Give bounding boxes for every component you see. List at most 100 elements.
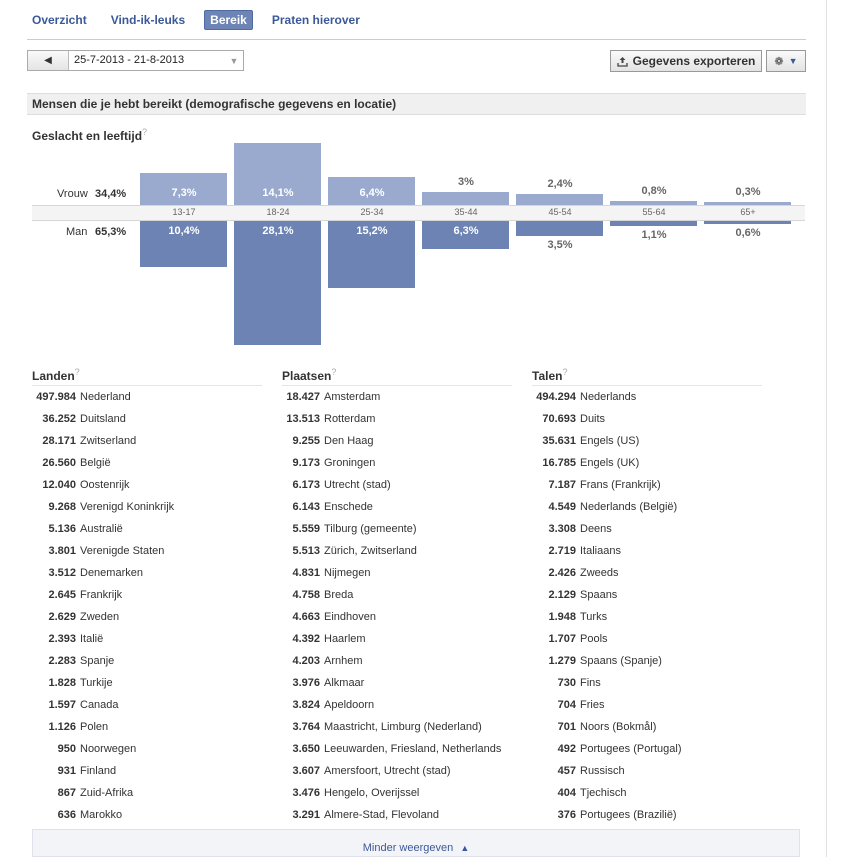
page-right-border [826,0,827,857]
list-item: 2.629 Zweden [32,611,119,623]
list-item-count: 3.607 [292,765,320,777]
list-item: 701 Noors (Bokmål) [532,721,657,733]
list-title-talen: Talen? [532,367,567,383]
list-item-name: Zweden [80,611,120,623]
list-title-landen: Landen? [32,367,80,383]
list-item: 3.476 Hengelo, Overijssel [282,787,419,799]
list-item: 3.824 Apeldoorn [282,699,374,711]
list-item-name: Canada [80,699,119,711]
list-item-name: Tjechisch [580,787,627,799]
list-item-name: Denemarken [80,567,143,579]
list-item-name: Utrecht (stad) [324,479,391,491]
list-item-count: 730 [557,677,576,689]
list-item-name: Leeuwarden, Friesland, Netherlands [324,743,502,755]
bar-female-45-54 [516,194,603,205]
list-item-name: Zürich, Zwitserland [324,545,417,557]
list-item-count: 1.948 [548,611,576,623]
list-item: 1.279 Spaans (Spanje) [532,655,662,667]
export-data-button[interactable]: Gegevens exporteren [610,50,762,72]
female-label: Vrouw [57,188,88,200]
value-male-45-54: 3,5% [547,239,573,252]
list-item-count: 2.129 [548,589,576,601]
list-item: 2.129 Spaans [532,589,617,601]
list-item: 1.126 Polen [32,721,108,733]
age-label-55-64: 55-64 [642,207,666,217]
list-item: 9.255 Den Haag [282,435,373,447]
list-item-name: Breda [324,589,354,601]
value-female-35-44: 3% [458,175,474,188]
list-item-name: Nijmegen [324,567,371,579]
list-item: 4.392 Haarlem [282,633,365,645]
chart-title-text: Geslacht en leeftijd [32,129,143,143]
list-item-name: Duits [580,413,606,425]
list-item-count: 70.693 [542,413,576,425]
list-item-name: Zwitserland [80,435,137,447]
list-item-name: Russisch [580,765,625,777]
list-item: 2.393 Italië [32,633,103,645]
date-range-picker[interactable]: ◀ 25-7-2013 - 21-8-2013 ▼ [27,50,244,71]
list-item: 3.764 Maastricht, Limburg (Nederland) [282,721,481,733]
list-item: 9.268 Verenigd Koninkrijk [32,501,174,513]
tab-praten-hierover[interactable]: Praten hierover [271,13,360,27]
previous-period-button[interactable]: ◀ [28,51,69,70]
list-item: 5.513 Zürich, Zwitserland [282,545,417,557]
list-item-count: 4.758 [292,589,320,601]
list-item: 492 Portugees (Portugal) [532,743,682,755]
list-item-count: 3.764 [292,721,320,733]
tab-overzicht[interactable]: Overzicht [32,13,87,27]
list-item-name: Spanje [80,655,115,667]
list-item: 704 Fries [532,699,605,711]
list-item-count: 867 [57,787,76,799]
list-item-count: 36.252 [42,413,76,425]
bar-male-25-34 [328,221,415,288]
list-item: 4.203 Arnhem [282,655,362,667]
list-item-count: 3.512 [48,567,76,579]
list-item-name: Frans (Frankrijk) [580,479,661,491]
list-item-count: 950 [57,743,76,755]
list-item-name: Nederlands [580,391,637,403]
tab-bereik[interactable]: Bereik [204,10,253,30]
caret-down-icon: ▼ [788,56,798,66]
help-icon[interactable]: ? [562,367,568,377]
show-less-button[interactable]: Minder weergeven ▲ [32,829,800,857]
list-title-plaatsen: Plaatsen? [282,367,336,383]
chart-title: Geslacht en leeftijd? [32,127,147,143]
bar-male-55-64 [610,221,697,226]
list-item-count: 6.173 [292,479,320,491]
help-icon[interactable]: ? [74,367,80,377]
value-male-55-64: 1,1% [641,228,667,241]
export-label: Gegevens exporteren [632,54,756,68]
list-item-count: 931 [57,765,76,777]
list-item: 3.512 Denemarken [32,567,143,579]
tab-vind-ik-leuks[interactable]: Vind-ik-leuks [110,13,186,27]
list-item-count: 457 [557,765,576,777]
caret-up-icon: ▲ [460,843,470,853]
list-item-count: 3.801 [48,545,76,557]
list-item-name: Almere-Stad, Flevoland [324,809,439,821]
date-range-value[interactable]: 25-7-2013 - 21-8-2013 [74,54,185,66]
list-item: 376 Portugees (Brazilië) [532,809,677,821]
list-item-count: 701 [557,721,576,733]
upload-icon [616,56,628,67]
value-male-25-34: 15,2% [356,225,388,237]
value-female-13-17: 7,3% [171,187,197,199]
list-item: 5.136 Australië [32,523,122,535]
list-item: 2.645 Frankrijk [32,589,122,601]
bar-female-18-24 [234,142,321,205]
list-item: 13.513 Rotterdam [282,413,375,425]
list-item-name: Amsterdam [324,391,381,403]
list-item-count: 3.824 [292,699,320,711]
settings-menu-button[interactable]: ❁ ▼ [766,50,806,72]
bar-female-55-64 [610,201,697,205]
list-item-name: Oostenrijk [80,479,130,491]
list-item: 4.831 Nijmegen [282,567,370,579]
list-item-count: 636 [57,809,76,821]
tabs-divider [27,39,806,40]
caret-down-icon[interactable]: ▼ [229,55,239,66]
list-item-name: Spaans (Spanje) [580,655,662,667]
help-icon[interactable]: ? [142,127,148,137]
list-item: 3.650 Leeuwarden, Friesland, Netherlands [282,743,501,755]
list-item-name: Groningen [324,457,376,469]
help-icon[interactable]: ? [331,367,337,377]
list-item: 26.560 België [32,457,110,469]
